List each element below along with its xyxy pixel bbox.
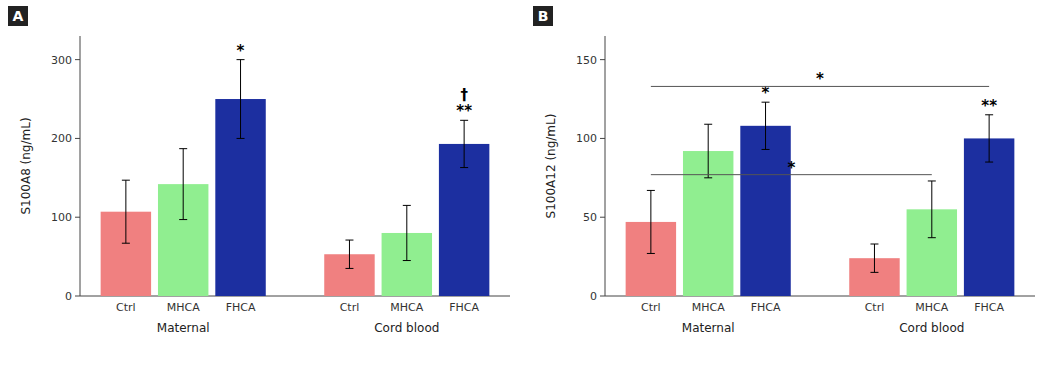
x-tick-label: FHCA — [449, 301, 479, 314]
y-tick-label: 150 — [576, 54, 597, 67]
bar — [740, 126, 790, 296]
y-axis-label: S100A12 (ng/mL) — [544, 114, 558, 219]
panel: B 0 50 100 150 S100A12 (ng/mL) Ctrl MHCA FHCA Mat… — [533, 6, 1035, 335]
error-cap — [928, 237, 936, 238]
error-cap — [179, 148, 187, 149]
error-cap — [647, 190, 655, 191]
error-line — [650, 190, 651, 253]
error-bar — [985, 115, 993, 162]
x-tick-label: Ctrl — [116, 301, 136, 314]
error-cap — [704, 124, 712, 125]
y-tick — [75, 59, 80, 60]
y-tick — [600, 217, 605, 218]
error-bar — [237, 60, 245, 139]
significance-label: * — [816, 70, 824, 88]
y-tick — [600, 59, 605, 60]
bar — [964, 138, 1014, 296]
error-cap — [928, 180, 936, 181]
x-tick-label: MHCA — [167, 301, 200, 314]
error-bar — [704, 124, 712, 178]
error-bar — [122, 180, 130, 243]
significance-label: * — [237, 42, 245, 60]
error-line — [349, 240, 350, 268]
error-cap — [460, 167, 468, 168]
error-cap — [647, 253, 655, 254]
panel: A 0 100 200 300 S100A8 (ng/mL) Ctrl MHCA FHCA Mat… — [8, 6, 510, 335]
significance-label: ** — [981, 97, 997, 115]
y-tick — [75, 138, 80, 139]
error-cap — [403, 260, 411, 261]
error-cap — [179, 219, 187, 220]
y-axis-label: S100A8 (ng/mL) — [19, 117, 33, 214]
group-label: Cord blood — [374, 321, 439, 335]
x-tick-label: FHCA — [751, 301, 781, 314]
error-bar — [403, 205, 411, 260]
error-cap — [870, 272, 878, 273]
y-tick — [75, 296, 80, 297]
y-tick-label: 50 — [583, 211, 597, 224]
x-tick-label: Ctrl — [865, 301, 885, 314]
significance-label: † — [460, 86, 468, 104]
panel-label-box — [8, 6, 28, 26]
error-line — [708, 124, 709, 178]
error-bar — [870, 244, 878, 272]
panel-label: A — [8, 6, 28, 26]
error-line — [240, 60, 241, 139]
bars — [101, 60, 490, 296]
error-bar — [928, 181, 936, 238]
y-axis — [80, 36, 81, 296]
y-tick-label: 200 — [51, 132, 72, 145]
error-cap — [122, 180, 130, 181]
x-tick-label: FHCA — [226, 301, 256, 314]
y-tick-label: 0 — [65, 290, 72, 303]
error-cap — [345, 268, 353, 269]
error-bar — [762, 102, 770, 149]
x-tick-label: Ctrl — [641, 301, 661, 314]
y-tick-label: 100 — [51, 211, 72, 224]
error-cap — [345, 240, 353, 241]
y-tick-label: 300 — [51, 54, 72, 67]
group-label: Maternal — [682, 321, 735, 335]
error-line — [874, 244, 875, 272]
y-tick — [600, 138, 605, 139]
y-tick-label: 100 — [576, 132, 597, 145]
panel-title: B — [538, 8, 549, 24]
error-line — [464, 120, 465, 167]
figure: A 0 100 200 300 S100A8 (ng/mL) Ctrl MHCA FHCA Mat… — [0, 0, 1050, 381]
x-tick-label: Ctrl — [340, 301, 360, 314]
error-line — [989, 115, 990, 162]
significance-label: * — [787, 159, 795, 177]
y-tick — [600, 296, 605, 297]
error-cap — [403, 205, 411, 206]
x-tick-label: MHCA — [915, 301, 948, 314]
panel-label: B — [533, 6, 553, 26]
y-axis — [605, 36, 606, 296]
group-label: Cord blood — [899, 321, 964, 335]
y-tick-label: 0 — [590, 290, 597, 303]
error-cap — [237, 138, 245, 139]
bars — [626, 102, 1015, 296]
y-tick — [75, 217, 80, 218]
x-tick-label: FHCA — [974, 301, 1004, 314]
error-line — [931, 181, 932, 238]
significance-label: ** — [456, 102, 472, 120]
panel-label-box — [533, 6, 553, 26]
error-cap — [704, 177, 712, 178]
x-tick-label: MHCA — [692, 301, 725, 314]
error-bar — [460, 120, 468, 167]
error-bar — [179, 149, 187, 220]
error-line — [125, 180, 126, 243]
error-cap — [762, 149, 770, 150]
error-cap — [122, 243, 130, 244]
error-line — [765, 102, 766, 149]
panel-title: A — [13, 8, 24, 24]
x-tick-label: MHCA — [390, 301, 423, 314]
error-cap — [985, 162, 993, 163]
error-bar — [647, 190, 655, 253]
error-bar — [345, 240, 353, 268]
group-label: Maternal — [157, 321, 210, 335]
error-line — [406, 205, 407, 260]
error-line — [183, 149, 184, 220]
error-cap — [870, 244, 878, 245]
